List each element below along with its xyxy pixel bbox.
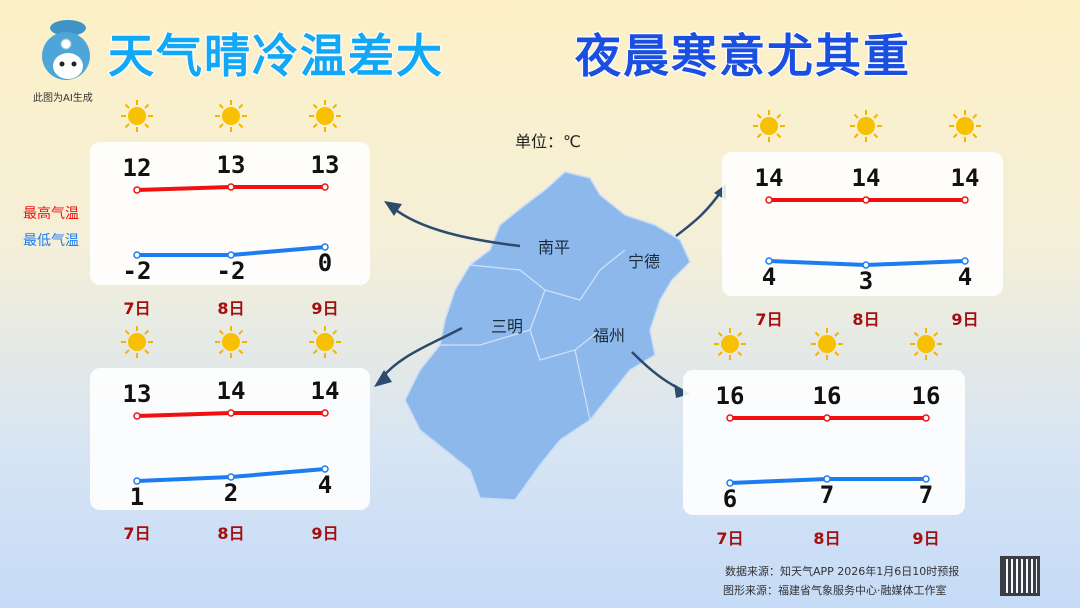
low-temp-point <box>321 465 329 473</box>
low-temp-point <box>765 257 773 265</box>
forecast-panel-3 <box>683 370 965 515</box>
low-temp-label: 3 <box>858 267 874 295</box>
sun-icon <box>120 99 154 133</box>
day-label: 7日 <box>716 529 744 548</box>
high-temp-label: 14 <box>754 164 784 192</box>
low-temp-label: 2 <box>223 479 239 507</box>
day-label: 8日 <box>813 529 841 548</box>
city-label-nanping: 南平 <box>538 238 571 257</box>
mascot-logo <box>28 14 100 86</box>
graphic-source: 图形来源：福建省气象服务中心·融媒体工作室 <box>723 584 947 597</box>
high-temp-label: 14 <box>310 377 340 405</box>
forecast-panel-0 <box>90 142 370 285</box>
high-temp-label: 16 <box>715 382 745 410</box>
low-temp-label: 1 <box>129 483 145 511</box>
low-temp-point <box>133 477 141 485</box>
legend-low: 最低气温 <box>23 233 79 249</box>
day-label: 7日 <box>755 310 783 329</box>
low-temp-label: 7 <box>918 481 934 509</box>
city-label-fuzhou: 福州 <box>593 326 626 345</box>
data-source: 数据来源：知天气APP 2026年1月6日10时预报 <box>725 565 960 578</box>
low-temp-label: 0 <box>317 249 333 277</box>
forecast-panel-1 <box>90 368 370 510</box>
day-label: 7日 <box>123 299 151 318</box>
low-temp-point <box>823 475 831 483</box>
high-temp-label: 16 <box>812 382 842 410</box>
low-temp-point <box>227 251 235 259</box>
day-label: 9日 <box>311 524 339 543</box>
high-temp-point <box>321 409 329 417</box>
low-temp-point <box>726 479 734 487</box>
city-label-sanming: 三明 <box>491 317 524 336</box>
low-temp-label: -2 <box>216 257 246 285</box>
high-temp-point <box>765 196 773 204</box>
high-temp-label: 13 <box>310 151 340 179</box>
city-label-ningde: 宁德 <box>628 252 661 271</box>
high-temp-point <box>922 414 930 422</box>
low-temp-label: 4 <box>957 263 973 291</box>
high-temp-point <box>227 409 235 417</box>
day-label: 8日 <box>852 310 880 329</box>
high-temp-point <box>133 412 141 420</box>
low-temp-point <box>133 251 141 259</box>
high-temp-label: 16 <box>911 382 941 410</box>
sun-icon <box>713 327 747 361</box>
high-temp-label: 14 <box>950 164 980 192</box>
sun-icon <box>849 109 883 143</box>
low-temp-label: 7 <box>819 481 835 509</box>
low-temp-point <box>862 261 870 269</box>
day-label: 9日 <box>311 299 339 318</box>
high-temp-point <box>227 183 235 191</box>
unit-label: 单位：℃ <box>515 132 581 151</box>
low-temp-point <box>922 475 930 483</box>
sun-icon <box>214 99 248 133</box>
high-temp-label: 14 <box>851 164 881 192</box>
title-part-1: 天气晴冷温差大 <box>107 28 444 84</box>
low-temp-point <box>227 473 235 481</box>
day-label: 8日 <box>217 524 245 543</box>
high-temp-point <box>862 196 870 204</box>
sun-icon <box>308 325 342 359</box>
high-temp-point <box>961 196 969 204</box>
day-label: 9日 <box>951 310 979 329</box>
sun-icon <box>948 109 982 143</box>
low-temp-point <box>961 257 969 265</box>
sun-icon <box>308 99 342 133</box>
high-temp-point <box>321 183 329 191</box>
high-temp-label: 13 <box>122 380 152 408</box>
sun-icon <box>214 325 248 359</box>
high-temp-label: 12 <box>122 154 152 182</box>
day-label: 9日 <box>912 529 940 548</box>
qr-code[interactable] <box>1000 556 1040 596</box>
high-temp-point <box>726 414 734 422</box>
sun-icon <box>810 327 844 361</box>
sun-icon <box>752 109 786 143</box>
low-temp-label: 4 <box>317 471 333 499</box>
sun-icon <box>909 327 943 361</box>
title-part-2: 夜晨寒意尤其重 <box>574 28 911 84</box>
low-temp-point <box>321 243 329 251</box>
low-temp-label: 6 <box>722 485 738 513</box>
high-temp-point <box>133 186 141 194</box>
day-label: 8日 <box>217 299 245 318</box>
forecast-panel-2 <box>722 152 1003 296</box>
day-label: 7日 <box>123 524 151 543</box>
high-temp-point <box>823 414 831 422</box>
legend-high: 最高气温 <box>23 206 79 222</box>
low-temp-label: 4 <box>761 263 777 291</box>
low-temp-label: -2 <box>122 257 152 285</box>
sun-icon <box>120 325 154 359</box>
high-temp-label: 13 <box>216 151 246 179</box>
high-temp-label: 14 <box>216 377 246 405</box>
ai-note: 此图为AI生成 <box>33 93 93 104</box>
